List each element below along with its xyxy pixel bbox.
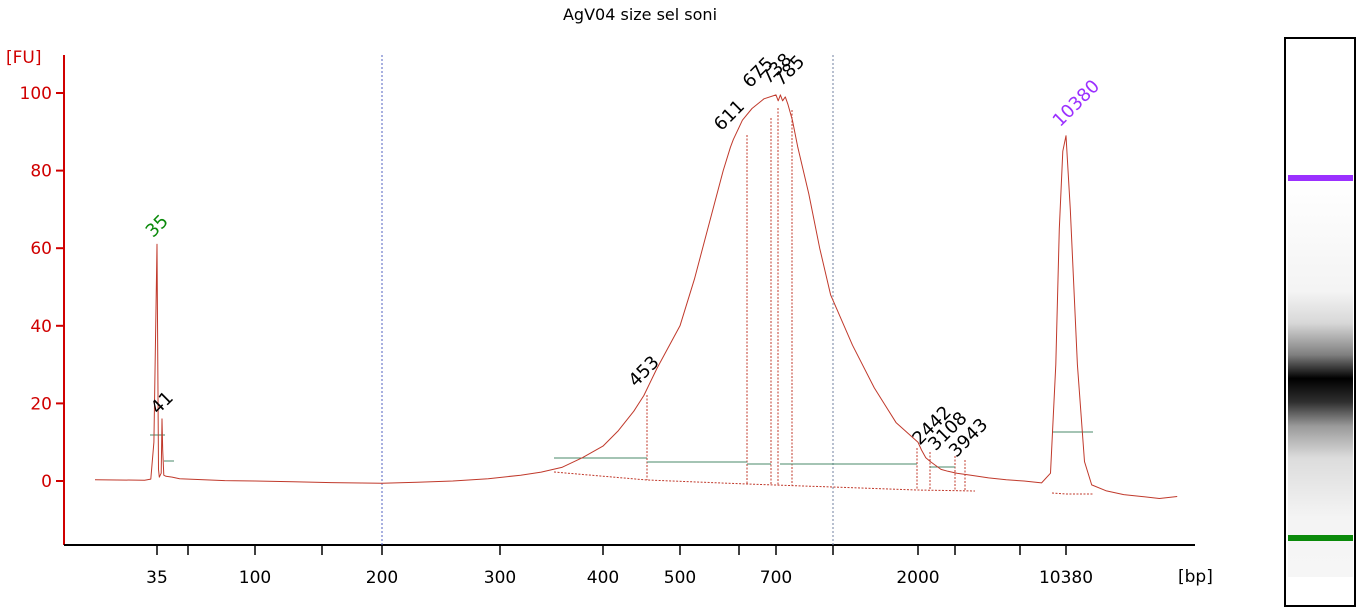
trace-line xyxy=(94,94,1178,499)
peak-label: 10380 xyxy=(1049,76,1104,131)
marker-floor-line xyxy=(1051,492,1093,495)
x-tick-label: 35 xyxy=(146,568,168,588)
gel-smear xyxy=(1288,180,1353,577)
x-tick-label: 700 xyxy=(760,568,792,588)
lower-marker-band xyxy=(1288,535,1353,541)
x-axis-ticks: 35 100 200 300 400 500 700 2000 10380 xyxy=(146,545,1093,588)
x-tick-label: 300 xyxy=(484,568,516,588)
peak-drop-lines xyxy=(553,108,1093,495)
y-tick-label: 60 xyxy=(30,239,52,259)
x-tick-label: 10380 xyxy=(1039,568,1093,588)
y-axis-label: [FU] xyxy=(6,48,42,68)
peak-label: 611 xyxy=(710,96,749,135)
peak-label: 41 xyxy=(147,387,178,418)
chart-title: AgV04 size sel soni xyxy=(563,5,717,24)
axes xyxy=(63,55,1195,546)
region-floor-line xyxy=(553,471,976,492)
gel-lane xyxy=(1284,37,1356,607)
y-tick-label: 80 xyxy=(30,162,52,182)
x-tick-label: 2000 xyxy=(896,568,939,588)
y-tick-label: 0 xyxy=(41,472,52,492)
peak-label: 35 xyxy=(142,211,173,242)
y-axis-ticks: 0 20 40 60 80 100 xyxy=(20,84,64,492)
x-tick-label: 200 xyxy=(366,568,398,588)
y-tick-label: 40 xyxy=(30,317,52,337)
x-tick-label: 500 xyxy=(664,568,696,588)
peak-label: 453 xyxy=(625,352,664,391)
x-axis-label: [bp] xyxy=(1178,567,1213,587)
guide-lines xyxy=(381,55,834,545)
trace-group xyxy=(94,94,1178,499)
y-tick-label: 20 xyxy=(30,394,52,414)
y-tick-label: 100 xyxy=(20,84,52,104)
upper-marker-band xyxy=(1288,175,1353,181)
x-tick-label: 100 xyxy=(239,568,271,588)
x-tick-label: 400 xyxy=(587,568,619,588)
